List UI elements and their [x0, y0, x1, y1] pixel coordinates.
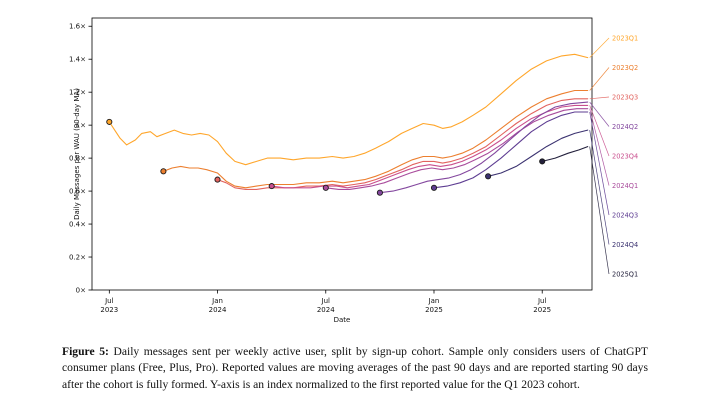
y-tick-label: 0× [76, 286, 86, 294]
series-line-2024Q4 [487, 129, 589, 177]
leader-line-2023Q2 [589, 67, 610, 91]
series-line-2023Q2 [162, 89, 589, 189]
y-tick-label: 1.4× [69, 56, 86, 64]
x-tick-label-year: 2023 [100, 306, 118, 314]
series-label-2023Q3: 2023Q3 [612, 93, 638, 101]
y-tick-label: 1× [76, 122, 86, 130]
x-tick-label-month: Jan [428, 297, 440, 305]
series-label-2024Q4: 2024Q4 [612, 241, 638, 249]
x-tick-label-year: 2024 [317, 306, 335, 314]
leader-line-2023Q1 [589, 37, 610, 58]
leader-line-2024Q1 [589, 108, 610, 186]
leader-line-2023Q3 [589, 96, 610, 100]
series-line-2024Q1 [325, 108, 589, 190]
y-tick-label: 0.6× [69, 187, 86, 195]
series-label-2025Q1: 2025Q1 [612, 270, 638, 278]
leader-line-2024Q2 [589, 101, 610, 127]
x-tick-label-month: Jul [537, 297, 547, 305]
series-start-marker-2025Q1 [539, 158, 546, 165]
series-line-2024Q3 [433, 111, 589, 189]
y-tick-label: 0.4× [69, 220, 86, 228]
y-tick-label: 0.2× [69, 253, 86, 261]
figure-caption-text: Daily messages sent per weekly active us… [62, 345, 649, 391]
leader-line-2025Q1 [589, 146, 610, 275]
series-start-marker-2023Q2 [160, 168, 167, 175]
series-label-2024Q3: 2024Q3 [612, 211, 638, 219]
x-tick-label-month: Jan [211, 297, 223, 305]
series-start-marker-2024Q3 [430, 184, 438, 191]
y-axis-label: Daily Messages per WAU (90-day MA) [73, 88, 81, 220]
x-tick-label-year: 2024 [209, 306, 227, 314]
series-start-marker-2023Q1 [106, 118, 113, 125]
series-label-2024Q2: 2024Q2 [612, 123, 638, 131]
series-line-2023Q1 [108, 53, 589, 166]
x-tick-label-year: 2025 [425, 306, 443, 314]
figure-caption: Figure 5: Daily messages sent per weekly… [62, 344, 648, 393]
series-line-2025Q1 [541, 146, 589, 162]
series-start-marker-2023Q4 [268, 183, 275, 190]
x-tick-label-month: Jul [321, 297, 331, 305]
y-tick-label: 1.6× [69, 23, 86, 31]
figure-caption-label: Figure 5: [62, 345, 109, 358]
series-label-2023Q2: 2023Q2 [612, 64, 638, 72]
leader-line-2024Q3 [589, 111, 610, 216]
series-label-2023Q4: 2023Q4 [612, 152, 638, 160]
x-tick-label-year: 2025 [533, 306, 551, 314]
series-start-marker-2024Q4 [485, 173, 492, 180]
cohort-line-chart: 0×0.2×0.4×0.6×0.8×1×1.2×1.4×1.6×Jul2023J… [69, 17, 638, 324]
series-line-2024Q2 [379, 101, 589, 194]
series-start-marker-2024Q2 [376, 189, 383, 196]
x-axis-label: Date [334, 316, 351, 324]
leader-line-2024Q4 [589, 130, 610, 245]
series-label-2024Q1: 2024Q1 [612, 182, 638, 190]
y-tick-label: 0.8× [69, 155, 86, 163]
plot-area [91, 17, 593, 291]
series-start-marker-2023Q3 [214, 176, 221, 183]
leader-line-2023Q4 [589, 105, 610, 157]
x-tick-label-month: Jul [104, 297, 114, 305]
y-tick-label: 1.2× [69, 89, 86, 97]
series-start-marker-2024Q1 [322, 184, 329, 191]
series-label-2023Q1: 2023Q1 [612, 34, 638, 42]
